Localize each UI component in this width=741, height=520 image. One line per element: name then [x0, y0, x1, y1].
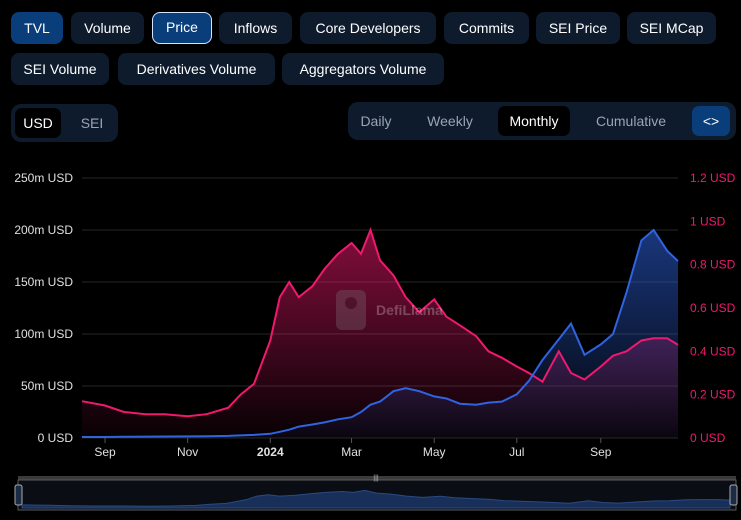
- x-axis-tick: Mar: [341, 445, 362, 459]
- tab-sei-mcap[interactable]: SEI MCap: [627, 12, 716, 44]
- price-line: [81, 227, 679, 418]
- right-axis-tick: 0.4 USD: [690, 344, 736, 358]
- tab-aggregators-volume[interactable]: Aggregators Volume: [282, 53, 444, 85]
- tab-tvl[interactable]: TVL: [11, 12, 63, 44]
- period-option-monthly[interactable]: Monthly: [498, 106, 570, 136]
- currency-option-usd[interactable]: USD: [15, 108, 61, 138]
- tvl-area: [82, 230, 678, 438]
- watermark: DefiLlama: [376, 302, 443, 318]
- range-handle-right[interactable]: [729, 484, 738, 506]
- tab-core-developers[interactable]: Core Developers: [300, 12, 436, 44]
- right-axis-tick: 1 USD: [690, 214, 726, 228]
- right-axis-tick: 0.8 USD: [690, 258, 736, 272]
- x-axis-tick: Nov: [177, 445, 198, 459]
- x-axis-tick: Sep: [590, 445, 612, 459]
- x-axis-tick: May: [423, 445, 446, 459]
- left-axis-tick: 100m USD: [14, 327, 73, 341]
- x-axis-tick: Sep: [94, 445, 116, 459]
- left-axis-tick: 0 USD: [38, 431, 74, 445]
- range-handle-left[interactable]: [14, 484, 23, 506]
- right-axis-tick: 0 USD: [690, 431, 726, 445]
- tab-commits[interactable]: Commits: [444, 12, 529, 44]
- range-mini-area: [21, 489, 731, 509]
- left-axis-tick: 50m USD: [21, 379, 73, 393]
- left-axis-tick: 250m USD: [14, 171, 73, 185]
- range-grip-icon[interactable]: |||: [373, 475, 379, 482]
- defillama-logo-icon: [336, 290, 366, 330]
- range-slider[interactable]: |||: [14, 475, 738, 511]
- tab-derivatives-volume[interactable]: Derivatives Volume: [118, 53, 275, 85]
- code-embed-icon[interactable]: <>: [692, 106, 730, 136]
- tab-sei-volume[interactable]: SEI Volume: [11, 53, 109, 85]
- left-axis-tick: 150m USD: [14, 275, 73, 289]
- right-axis-tick: 0.2 USD: [690, 388, 736, 402]
- currency-toggle: USD SEI: [11, 104, 118, 142]
- period-option-cumulative[interactable]: Cumulative: [595, 113, 667, 129]
- tab-inflows[interactable]: Inflows: [219, 12, 292, 44]
- left-axis-tick: 200m USD: [14, 223, 73, 237]
- period-option-daily[interactable]: Daily: [360, 113, 392, 129]
- x-axis-tick: Jul: [509, 445, 524, 459]
- right-axis-tick: 0.6 USD: [690, 301, 736, 315]
- x-axis-tick: 2024: [257, 445, 284, 459]
- period-option-weekly[interactable]: Weekly: [427, 113, 473, 129]
- currency-option-sei[interactable]: SEI: [80, 115, 104, 131]
- tab-sei-price[interactable]: SEI Price: [536, 12, 620, 44]
- tab-volume[interactable]: Volume: [71, 12, 144, 44]
- right-axis-tick: 1.2 USD: [690, 171, 736, 185]
- period-toggle: Daily Weekly Monthly Cumulative <>: [348, 102, 736, 140]
- tab-price[interactable]: Price: [152, 12, 212, 44]
- tvl-line: [82, 228, 679, 438]
